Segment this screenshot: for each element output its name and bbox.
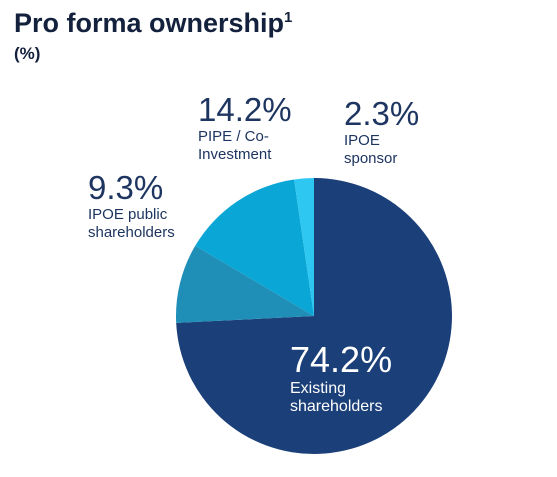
label-ipoe-sponsor: 2.3% IPOE sponsor	[344, 95, 420, 168]
value-label: 74.2%	[290, 339, 393, 380]
pie-slice-pipe-co-investment	[195, 179, 314, 316]
label-ipoe-public-shareholders: 9.3% IPOE public shareholders	[88, 169, 198, 242]
value-label: 9.3%	[88, 169, 164, 206]
category-label: IPOE public shareholders	[88, 206, 175, 241]
page-title: Pro forma ownership1	[14, 8, 292, 39]
category-label: IPOE sponsor	[344, 132, 398, 167]
title-text: Pro forma ownership	[14, 8, 285, 38]
pie-slice-ipoe-public-shareholders	[175, 245, 314, 323]
category-label: PIPE / Co-Investment	[198, 128, 272, 163]
label-existing-shareholders: 74.2% Existing shareholders	[290, 340, 420, 417]
unit-subtitle: (%)	[14, 44, 41, 63]
pie-slice-ipoe-sponsor	[294, 178, 314, 316]
category-label: Existing shareholders	[290, 379, 383, 416]
pie-slice-existing-shareholders	[176, 178, 452, 455]
value-label: 2.3%	[344, 95, 420, 132]
label-pipe-co-investment: 14.2% PIPE / Co-Investment	[198, 91, 293, 164]
title-footnote-marker: 1	[284, 9, 293, 26]
value-label: 14.2%	[198, 91, 292, 128]
